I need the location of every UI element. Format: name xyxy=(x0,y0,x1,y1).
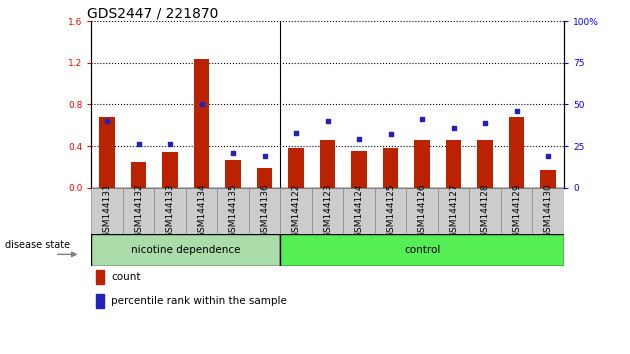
Point xyxy=(134,142,144,147)
Text: GSM144135: GSM144135 xyxy=(229,183,238,238)
Point xyxy=(417,116,427,122)
FancyBboxPatch shape xyxy=(501,188,532,234)
Text: disease state: disease state xyxy=(4,240,70,250)
Point xyxy=(260,153,270,159)
FancyBboxPatch shape xyxy=(343,188,375,234)
Bar xyxy=(289,148,304,188)
Text: GSM144131: GSM144131 xyxy=(103,183,112,238)
Text: GSM144136: GSM144136 xyxy=(260,183,269,238)
Text: GSM144128: GSM144128 xyxy=(481,183,490,238)
Bar xyxy=(96,294,105,308)
Point xyxy=(480,120,490,126)
Point xyxy=(323,118,333,124)
FancyBboxPatch shape xyxy=(406,188,438,234)
FancyBboxPatch shape xyxy=(217,188,249,234)
FancyBboxPatch shape xyxy=(438,188,469,234)
Point xyxy=(102,118,112,124)
FancyBboxPatch shape xyxy=(375,188,406,234)
Point xyxy=(165,142,175,147)
Text: GSM144134: GSM144134 xyxy=(197,183,206,238)
Text: count: count xyxy=(111,272,140,282)
FancyBboxPatch shape xyxy=(123,188,154,234)
Bar xyxy=(478,140,493,188)
Bar xyxy=(163,152,178,188)
Text: GSM144124: GSM144124 xyxy=(355,183,364,238)
FancyBboxPatch shape xyxy=(312,188,343,234)
Text: GSM144127: GSM144127 xyxy=(449,183,458,238)
Text: GSM144132: GSM144132 xyxy=(134,183,143,238)
Point xyxy=(386,132,396,137)
Bar xyxy=(415,140,430,188)
Bar xyxy=(383,148,399,188)
Bar xyxy=(541,170,556,188)
Point xyxy=(512,108,522,114)
Bar xyxy=(194,59,209,188)
Text: GSM144126: GSM144126 xyxy=(418,183,427,238)
Bar xyxy=(96,270,105,284)
FancyBboxPatch shape xyxy=(280,234,564,266)
FancyBboxPatch shape xyxy=(91,234,280,266)
Bar xyxy=(131,162,146,188)
Text: GSM144122: GSM144122 xyxy=(292,183,301,238)
Point xyxy=(543,153,553,159)
Text: GSM144130: GSM144130 xyxy=(544,183,553,238)
FancyBboxPatch shape xyxy=(91,188,123,234)
Text: control: control xyxy=(404,245,440,255)
Point xyxy=(291,130,301,136)
Bar xyxy=(320,140,336,188)
Text: percentile rank within the sample: percentile rank within the sample xyxy=(111,296,287,306)
FancyBboxPatch shape xyxy=(186,188,217,234)
FancyBboxPatch shape xyxy=(280,188,312,234)
Bar xyxy=(446,140,461,188)
Bar xyxy=(257,168,273,188)
Point xyxy=(449,125,459,131)
Bar xyxy=(352,151,367,188)
FancyBboxPatch shape xyxy=(154,188,186,234)
Text: GSM144125: GSM144125 xyxy=(386,183,395,238)
Bar xyxy=(226,160,241,188)
Point xyxy=(228,150,238,155)
Text: GSM144129: GSM144129 xyxy=(512,183,521,238)
Text: GDS2447 / 221870: GDS2447 / 221870 xyxy=(87,6,218,20)
FancyBboxPatch shape xyxy=(532,188,564,234)
FancyBboxPatch shape xyxy=(469,188,501,234)
Point xyxy=(354,137,364,142)
Text: GSM144133: GSM144133 xyxy=(166,183,175,238)
Text: GSM144123: GSM144123 xyxy=(323,183,332,238)
Bar xyxy=(100,117,115,188)
Text: nicotine dependence: nicotine dependence xyxy=(131,245,241,255)
Point xyxy=(197,102,207,107)
Bar xyxy=(509,117,524,188)
FancyBboxPatch shape xyxy=(249,188,280,234)
